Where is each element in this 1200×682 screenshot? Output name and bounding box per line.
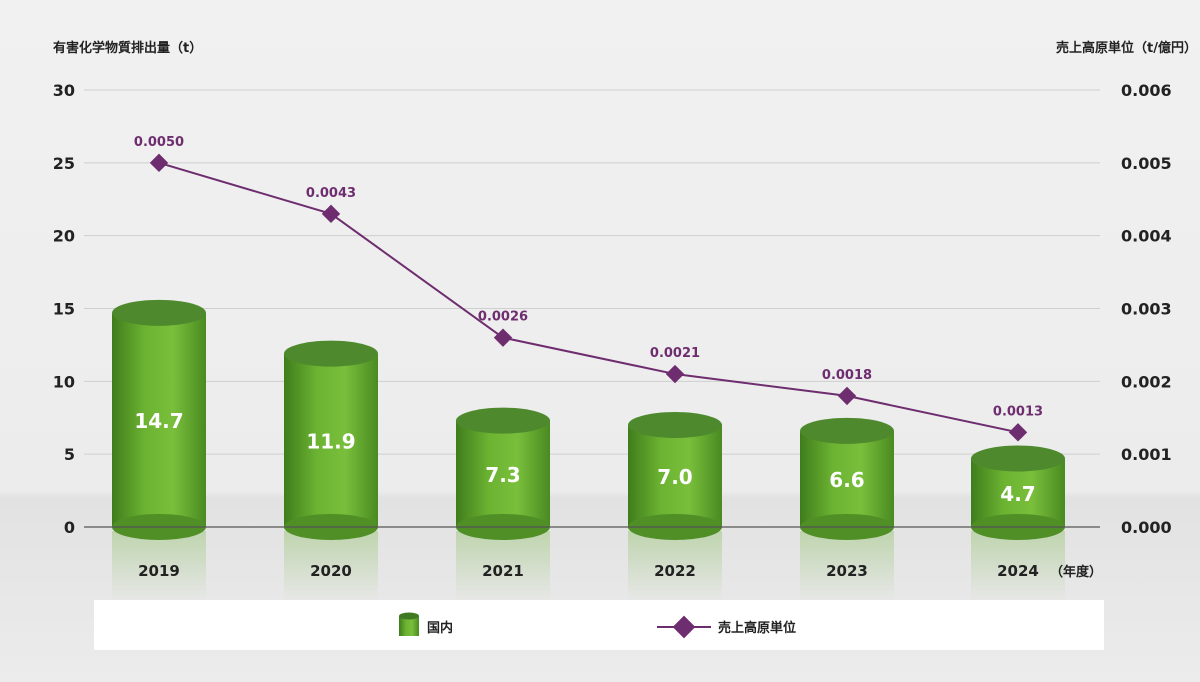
bar-data-label: 7.0 xyxy=(657,465,692,489)
line-data-label: 0.0043 xyxy=(306,186,356,201)
bar-body xyxy=(456,420,550,527)
x-tick-label: 2020 xyxy=(310,562,352,580)
line-point xyxy=(665,364,685,384)
right-axis-title: 売上高原単位（t/億円） xyxy=(1056,40,1197,56)
cylinder-legend-icon xyxy=(399,616,419,636)
left-tick-label: 0 xyxy=(64,518,75,537)
bar-reflection xyxy=(284,531,378,601)
line-data-label: 0.0018 xyxy=(822,368,872,383)
left-axis-ticks: 0 5 10 15 20 25 30 xyxy=(53,81,75,537)
left-tick-label: 10 xyxy=(53,372,75,391)
right-tick-label: 0.006 xyxy=(1121,81,1172,100)
legend-box xyxy=(94,600,1104,650)
line-point xyxy=(149,153,169,173)
bar: 14.7 xyxy=(112,299,206,601)
diamond-legend-icon xyxy=(672,615,696,639)
bar-data-label: 11.9 xyxy=(306,429,355,453)
bar-reflection xyxy=(971,531,1065,601)
bar-body xyxy=(112,312,206,527)
x-tick-label: 2024 xyxy=(997,562,1039,580)
series-line xyxy=(158,161,1019,434)
line-point xyxy=(321,204,341,224)
legend-item-bar: 国内 xyxy=(399,612,453,636)
x-axis-ticks: 2019 2020 2021 2022 2023 2024 xyxy=(138,562,1039,580)
line-point xyxy=(1008,423,1028,442)
bar-body xyxy=(284,353,378,527)
line-point xyxy=(493,328,513,347)
bar-top xyxy=(284,340,378,367)
bar-reflection xyxy=(800,531,894,601)
bar-reflection xyxy=(112,531,206,601)
left-tick-label: 20 xyxy=(53,227,75,246)
bar-data-label: 4.7 xyxy=(1000,482,1035,506)
gridlines xyxy=(84,89,1100,455)
x-tick-label: 2022 xyxy=(654,562,696,580)
left-axis-title: 有害化学物質排出量（t） xyxy=(53,40,202,56)
bar-top xyxy=(971,445,1065,472)
line-series: 0.0050 0.0043 0.0026 0.0021 0.0018 0.0013 xyxy=(134,135,1043,442)
line-data-label: 0.0021 xyxy=(650,346,700,361)
bar: 6.6 xyxy=(800,417,894,601)
bar-top xyxy=(112,299,206,326)
legend-label-line: 売上高原単位 xyxy=(718,620,796,636)
bar-top xyxy=(628,412,722,439)
right-tick-label: 0.002 xyxy=(1121,372,1172,391)
left-tick-label: 25 xyxy=(53,154,75,173)
bar: 11.9 xyxy=(284,340,378,601)
x-unit-label: （年度） xyxy=(1050,564,1102,580)
bar-top xyxy=(456,407,550,434)
right-tick-label: 0.000 xyxy=(1121,518,1172,537)
bar-data-label: 7.3 xyxy=(485,463,520,487)
right-tick-label: 0.004 xyxy=(1121,227,1172,246)
bar-body xyxy=(628,425,722,527)
left-tick-label: 30 xyxy=(53,81,75,100)
right-tick-label: 0.003 xyxy=(1121,300,1172,319)
bar: 7.3 xyxy=(456,407,550,601)
bar: 4.7 xyxy=(971,445,1065,601)
bar-reflection xyxy=(456,531,550,601)
right-tick-label: 0.005 xyxy=(1121,154,1172,173)
right-axis-ticks: 0.000 0.001 0.002 0.003 0.004 0.005 0.006 xyxy=(1121,81,1172,537)
bar-data-label: 14.7 xyxy=(134,409,183,433)
line-data-label: 0.0026 xyxy=(478,310,528,325)
line-data-label: 0.0013 xyxy=(993,404,1043,419)
bar-top xyxy=(800,417,894,444)
x-tick-label: 2023 xyxy=(826,562,868,580)
bar-data-label: 6.6 xyxy=(829,468,864,492)
left-tick-label: 15 xyxy=(53,300,75,319)
legend-label-bar: 国内 xyxy=(427,620,453,636)
cylinder-legend-icon-top xyxy=(399,612,419,620)
bar-reflection xyxy=(628,531,722,601)
bar-series: 14.7 11.9 7.3 7.0 6.6 4.7 xyxy=(112,299,1065,601)
line-data-label: 0.0050 xyxy=(134,135,184,150)
bar-body xyxy=(800,430,894,527)
right-tick-label: 0.001 xyxy=(1121,445,1172,464)
x-tick-label: 2019 xyxy=(138,562,180,580)
line-point xyxy=(837,386,857,406)
left-tick-label: 5 xyxy=(64,445,75,464)
bar: 7.0 xyxy=(628,412,722,601)
x-tick-label: 2021 xyxy=(482,562,524,580)
legend-item-line: 売上高原単位 xyxy=(657,615,796,639)
